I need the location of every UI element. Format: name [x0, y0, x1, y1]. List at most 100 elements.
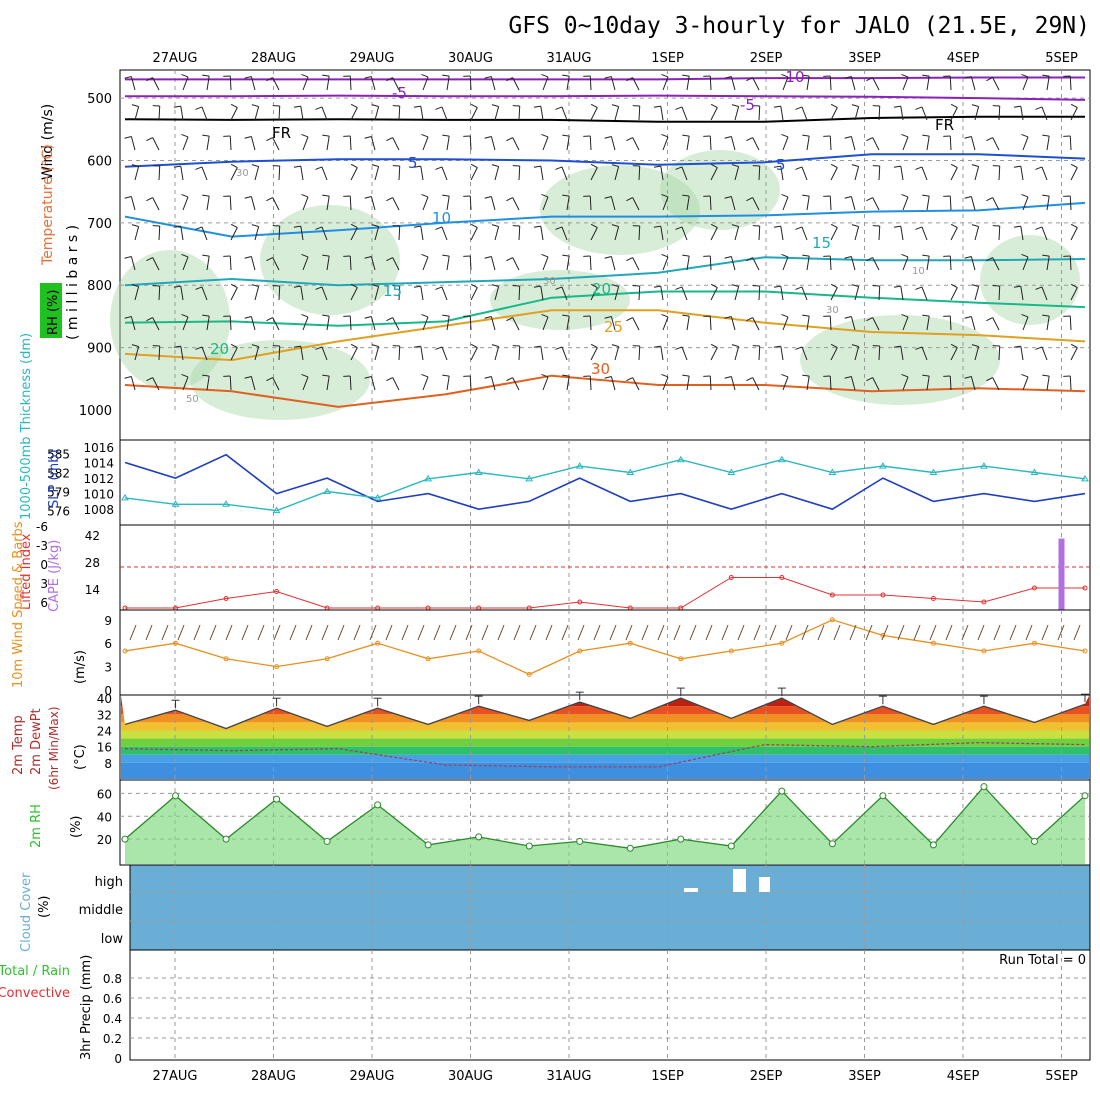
wind-barb [470, 283, 478, 301]
barb-flag [773, 285, 781, 288]
barb-staff [926, 76, 930, 91]
thickness-axis-label: 1000-500mb Thickness (dm) [19, 333, 34, 520]
barb-flag [315, 226, 323, 230]
thickness-point [676, 455, 685, 463]
thickness-point [424, 474, 433, 482]
barb-flag [1070, 343, 1078, 348]
barb-flag [781, 253, 789, 258]
barb-flag [442, 254, 450, 257]
barb-flag [802, 254, 810, 257]
barb-flag [611, 284, 619, 287]
barb-staff [992, 257, 1000, 271]
wind-barb [251, 164, 260, 181]
barb-flag [653, 105, 661, 108]
barb-staff [878, 225, 881, 241]
barb-flag [866, 137, 873, 142]
contour-label-5: 5 [408, 154, 418, 172]
barb-flag [195, 226, 203, 230]
wind-barb [724, 255, 736, 271]
barb-staff [446, 256, 450, 271]
barb-staff [350, 347, 358, 361]
wind10m-point [122, 648, 128, 654]
barb-flag [844, 375, 852, 379]
wind-barb [703, 75, 712, 91]
barb-flag [266, 197, 273, 202]
wind-barb [512, 285, 521, 301]
barb-flag [915, 226, 923, 230]
rh2m-point [374, 801, 382, 809]
barb-staff [182, 256, 189, 271]
barb-staff [992, 317, 1000, 331]
barb-staff [1041, 286, 1048, 301]
cape-bar [1058, 538, 1065, 610]
barb-flag [541, 253, 549, 258]
wind-barb [901, 373, 909, 391]
thickness-tick-582: 582 [47, 466, 70, 480]
top-date-3SEP: 3SEP [848, 51, 881, 66]
wind-barb [266, 197, 280, 211]
barb-staff [518, 105, 521, 121]
wind-barb [1021, 313, 1029, 331]
barb-staff [566, 256, 570, 271]
barb-staff [970, 256, 976, 271]
wind10m-tick-6: 6 [104, 637, 112, 651]
barb-flag [830, 343, 838, 348]
barb-staff [632, 257, 640, 271]
barb-flag [435, 166, 443, 170]
barb-staff [201, 166, 208, 181]
barb-staff [614, 106, 620, 121]
barb-flag [202, 374, 210, 377]
barb-staff [272, 377, 280, 391]
barb-staff [782, 316, 789, 331]
barb-staff [230, 347, 238, 361]
barb-flag [266, 377, 273, 382]
wind-barb [583, 195, 592, 211]
wind-barb [350, 103, 358, 121]
wind-barb [463, 375, 472, 391]
wind-barb [1035, 166, 1048, 181]
wind10m-barb [577, 624, 585, 641]
temp2m-lines [124, 687, 1089, 768]
barb-flag [124, 75, 132, 79]
wind10m-barb [209, 624, 217, 641]
barb-flag [421, 373, 429, 378]
thickness-point [626, 468, 635, 475]
barb-flag [131, 104, 139, 107]
wind-barb [421, 373, 429, 391]
barb-flag [506, 77, 513, 82]
thickness-point [171, 500, 180, 507]
barb-staff [590, 347, 598, 361]
wind10m-line [124, 619, 1086, 676]
rh-axis-label: RH (%) [46, 290, 61, 335]
wind-barb [272, 225, 281, 241]
barb-flag [350, 343, 358, 348]
barb-staff [349, 195, 352, 211]
wind-barb [463, 195, 472, 211]
rh2m-line [124, 785, 1086, 849]
wind-barb [301, 133, 309, 151]
rh2m-point [1081, 792, 1089, 800]
barb-flag [971, 104, 979, 107]
barb-staff [850, 256, 856, 271]
wind-barb [661, 193, 669, 211]
barb-staff [490, 256, 496, 271]
barb-flag [1013, 165, 1021, 168]
contour-label-14: 30 [236, 168, 249, 179]
wind-barb [223, 135, 232, 151]
wind10m-barb [561, 624, 569, 641]
barb-flag [442, 374, 450, 377]
temp2m-units-label: (°C) [73, 744, 88, 770]
barb-flag [781, 373, 789, 378]
barb-staff [709, 135, 712, 151]
wind-barb [851, 284, 860, 301]
wind-barb [964, 315, 976, 331]
precip-ticks: 00.20.40.60.8 [103, 972, 122, 1066]
barb-flag [435, 286, 443, 290]
isotherm-6 [124, 290, 1086, 327]
minmax-axis-label: (6hr Min/Max) [47, 707, 61, 791]
barb-flag [533, 105, 541, 108]
barb-flag [470, 283, 478, 288]
barb-staff [229, 195, 232, 211]
temp2m-grid [174, 695, 1062, 780]
wind-barb [533, 165, 544, 181]
